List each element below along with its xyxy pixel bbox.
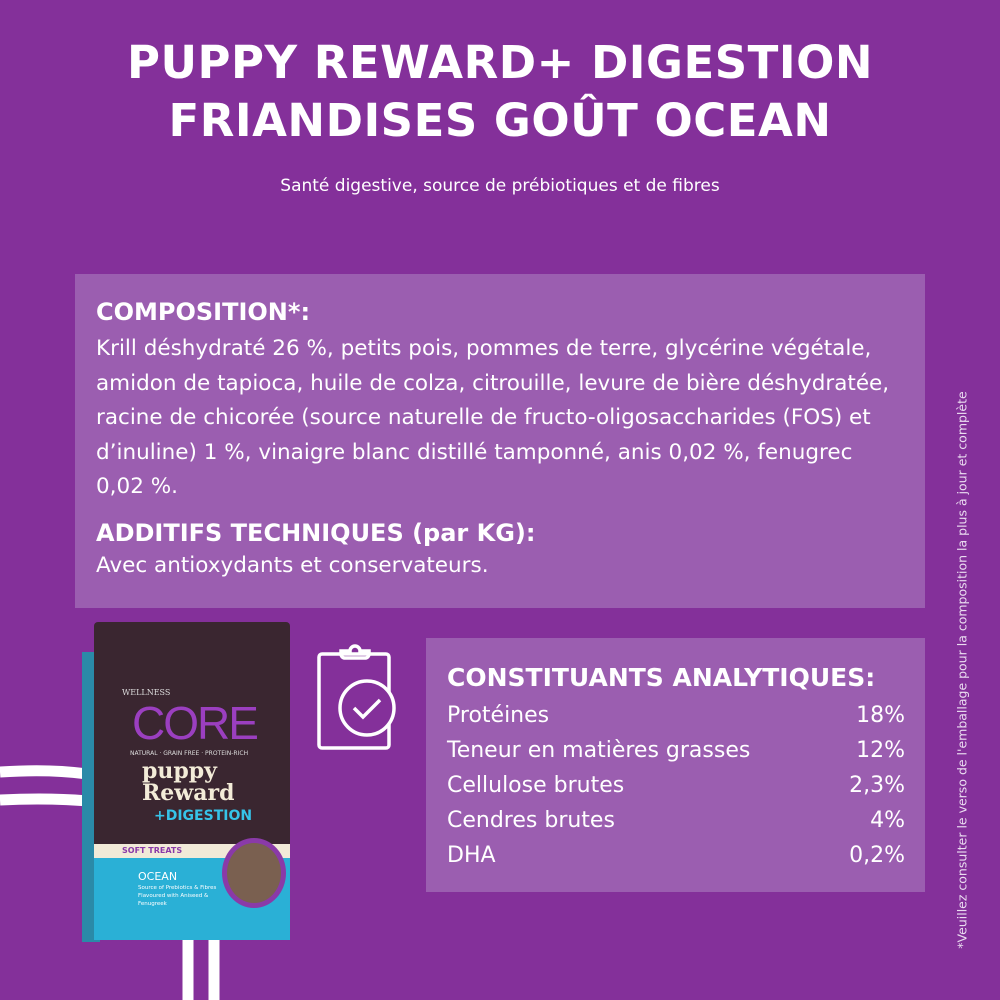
table-row: Teneur en matières grasses 12% xyxy=(447,738,905,763)
footnote: *Veuillez consulter le verso de l'emball… xyxy=(954,391,970,949)
additives-heading: ADDITIFS TECHNIQUES (par KG): xyxy=(96,518,536,547)
table-row: DHA 0,2% xyxy=(447,843,905,868)
page-title: PUPPY REWARD+ DIGESTION FRIANDISES GOÛT … xyxy=(127,36,873,147)
table-row: Cendres brutes 4% xyxy=(447,808,905,833)
additives-text: Avec antioxydants et conservateurs. xyxy=(96,552,489,578)
treats-window xyxy=(222,838,286,908)
composition-text: Krill déshydraté 26 %, petits pois, pomm… xyxy=(96,336,890,499)
subtitle: Santé digestive, source de prébiotiques … xyxy=(280,176,720,196)
composition-panel: COMPOSITION*: Krill déshydraté 26 %, pet… xyxy=(75,274,925,608)
analytical-panel: CONSTITUANTS ANALYTIQUES: Protéines 18% T… xyxy=(426,638,925,892)
table-row: Protéines 18% xyxy=(447,703,905,728)
table-row: Cellulose brutes 2,3% xyxy=(447,773,905,798)
composition-heading: COMPOSITION*: xyxy=(96,298,311,326)
product-package: SOFT TREATS WELLNESS CORE NATURAL · GRAI… xyxy=(82,622,292,944)
analytical-heading: CONSTITUANTS ANALYTIQUES: xyxy=(447,663,876,692)
clipboard-check-icon xyxy=(317,644,396,750)
